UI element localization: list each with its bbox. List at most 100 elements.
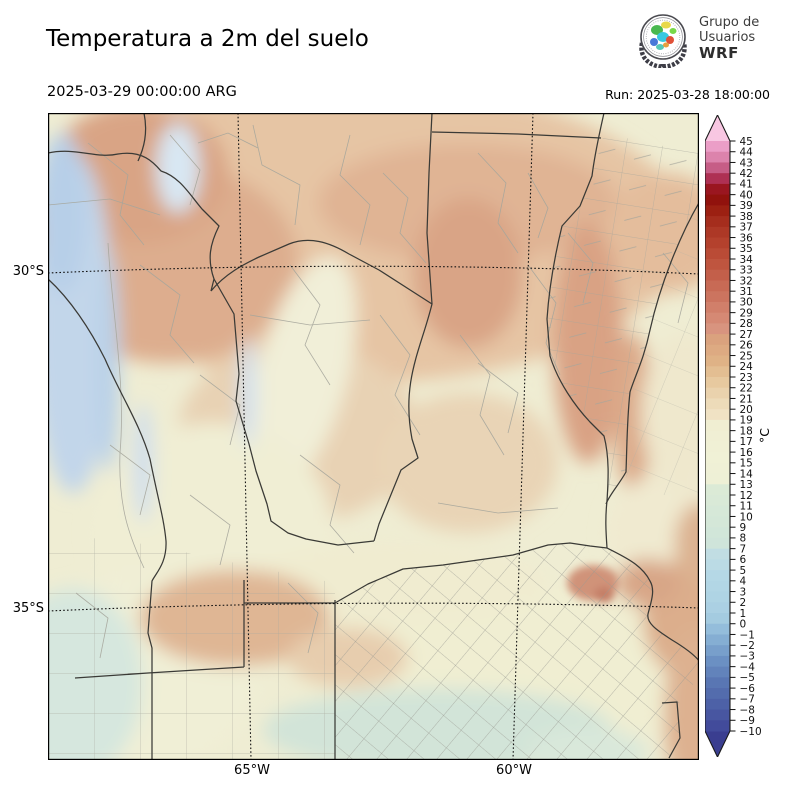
colorbar-band <box>705 537 730 550</box>
colorbar-tick-label: 18 <box>740 425 753 437</box>
colorbar-tick-label: 27 <box>740 329 753 341</box>
colorbar-band <box>705 377 730 389</box>
colorbar-tick-label: −7 <box>740 694 755 706</box>
colorbar-band <box>705 334 730 346</box>
colorbar-band <box>705 151 730 163</box>
colorbar-band <box>705 141 730 153</box>
colorbar-tick-label: 20 <box>740 404 753 416</box>
wrf-logo-emblem-icon <box>639 14 687 68</box>
department-borders <box>48 124 689 659</box>
colorbar-band <box>705 237 730 249</box>
gridline-35s <box>48 602 699 612</box>
colorbar-tick-label: −6 <box>740 683 756 695</box>
colorbar-unit-label: °C <box>756 428 772 443</box>
colorbar-band <box>705 409 730 421</box>
colorbar-band <box>705 430 730 442</box>
colorbar-tick-label: −8 <box>740 704 755 716</box>
colorbar-tick-label: 21 <box>740 393 753 405</box>
colorbar-band <box>705 613 730 625</box>
colorbar-tick-label: 1 <box>740 608 747 620</box>
colorbar-band <box>705 173 730 185</box>
colorbar-band <box>705 280 730 292</box>
colorbar-tick-label: 29 <box>740 307 753 319</box>
colorbar-tick-label: 23 <box>740 372 753 384</box>
colorbar-band <box>705 312 730 324</box>
colorbar-tick-label: 34 <box>740 254 754 266</box>
colorbar-band <box>705 216 730 228</box>
colorbar-tick-label: −10 <box>740 726 762 738</box>
logo-line-2: Usuarios <box>699 29 756 45</box>
colorbar-band <box>705 366 730 378</box>
run-time-label: Run: 2025-03-28 18:00:00 <box>605 87 770 102</box>
colorbar-over-arrow <box>705 115 730 141</box>
colorbar-tick-label: 42 <box>740 168 753 180</box>
colorbar-band <box>705 570 730 582</box>
colorbar-under-arrow <box>705 731 730 757</box>
gridline-60w <box>512 113 534 760</box>
colorbar-band <box>705 301 730 314</box>
colorbar-tick-label: 3 <box>740 586 747 598</box>
gridline-65w <box>237 113 252 760</box>
colorbar-tick-label: 22 <box>740 383 753 395</box>
colorbar-band <box>705 355 730 367</box>
colorbar-band <box>705 645 730 657</box>
colorbar-band <box>705 162 730 174</box>
colorbar-tick-label: 0 <box>740 619 747 631</box>
colorbar-tick-label: 39 <box>740 200 753 212</box>
colorbar-tick-label: 15 <box>740 458 753 470</box>
colorbar-band <box>705 259 730 271</box>
map-panel <box>48 113 699 760</box>
colorbar-band <box>705 419 730 432</box>
lat-tick-35s: 35°S <box>12 601 44 616</box>
colorbar-band <box>705 720 730 732</box>
gridline-30s <box>48 265 699 275</box>
colorbar-tick-label: 10 <box>740 511 753 523</box>
colorbar-band <box>705 452 730 464</box>
colorbar-tick-label: −1 <box>740 629 755 641</box>
colorbar-band <box>705 591 730 603</box>
page-title: Temperatura a 2m del suelo <box>46 26 369 52</box>
colorbar: 4544434241403938373635343332313029282726… <box>705 115 762 757</box>
colorbar-band <box>705 559 730 571</box>
colorbar-tick-label: 24 <box>740 361 754 373</box>
colorbar-tick-label: 33 <box>740 265 753 277</box>
department-mesh <box>48 133 699 760</box>
colorbar-band <box>705 677 730 689</box>
colorbar-tick-label: 37 <box>740 222 753 234</box>
wrf-users-group-logo: Grupo de Usuarios WRF <box>636 10 759 68</box>
colorbar-band <box>705 194 730 206</box>
colorbar-band <box>705 688 730 700</box>
colorbar-tick-label: −2 <box>740 640 755 652</box>
colorbar-band <box>705 248 730 260</box>
colorbar-tick-label: 12 <box>740 490 753 502</box>
colorbar-tick-label: 43 <box>740 157 753 169</box>
colorbar-band <box>705 462 730 475</box>
colorbar-band <box>705 505 730 517</box>
colorbar-tick-label: 16 <box>740 447 754 459</box>
colorbar-tick-label: 28 <box>740 318 753 330</box>
colorbar-tick-label: 17 <box>740 436 753 448</box>
colorbar-tick-label: 14 <box>740 468 754 480</box>
colorbar-tick-label: 25 <box>740 350 753 362</box>
colorbar-band <box>705 398 730 410</box>
colorbar-tick-label: 13 <box>740 479 753 491</box>
colorbar-tick-label: 30 <box>740 297 753 309</box>
colorbar-tick-label: 6 <box>740 554 747 566</box>
map-frame <box>48 113 699 760</box>
colorbar-tick-label: 45 <box>740 136 753 148</box>
colorbar-band <box>705 602 730 614</box>
colorbar-tick-label: 41 <box>740 179 753 191</box>
logo-line-1: Grupo de <box>699 15 760 31</box>
colorbar-tick-label: 7 <box>740 543 747 555</box>
colorbar-tick-label: 26 <box>740 340 754 352</box>
temperature-map <box>48 113 699 760</box>
colorbar-tick-label: 31 <box>740 286 753 298</box>
colorbar-band <box>705 495 730 507</box>
colorbar-band <box>705 226 730 239</box>
colorbar-tick-label: −4 <box>740 661 756 673</box>
wrf-logo-text: Grupo de Usuarios WRF <box>699 15 760 62</box>
colorbar-tick-label: 4 <box>740 576 747 588</box>
colorbar-band <box>705 291 730 303</box>
colorbar-band <box>705 698 730 711</box>
